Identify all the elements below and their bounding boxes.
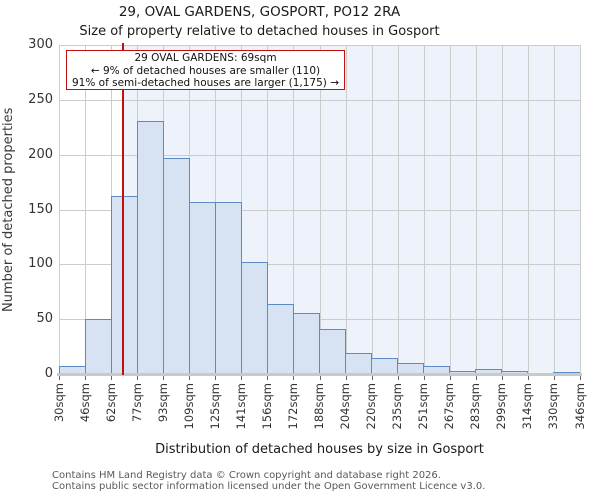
y-tick-label: 200 bbox=[28, 146, 53, 162]
x-tick-label: 251sqm bbox=[416, 383, 431, 430]
x-tick-mark bbox=[319, 375, 321, 380]
x-axis-title: Distribution of detached houses by size … bbox=[155, 442, 484, 457]
chart-subtitle: Size of property relative to detached ho… bbox=[79, 24, 440, 39]
y-tick-label: 50 bbox=[36, 311, 53, 327]
x-tick-mark bbox=[59, 375, 60, 380]
x-tick-label: 62sqm bbox=[103, 383, 118, 423]
footer-line-1: Contains HM Land Registry data © Crown c… bbox=[52, 470, 441, 481]
x-tick-mark bbox=[397, 375, 399, 380]
x-tick-label: 330sqm bbox=[546, 383, 561, 430]
x-tick-label: 188sqm bbox=[312, 383, 326, 430]
annotation-line-1: 29 OVAL GARDENS: 69sqm bbox=[134, 52, 277, 64]
histogram-bar bbox=[162, 157, 190, 374]
histogram-bar bbox=[423, 366, 451, 374]
marker-line bbox=[122, 43, 125, 375]
x-tick-mark bbox=[449, 375, 451, 380]
x-tick-label: 204sqm bbox=[338, 383, 353, 430]
x-tick-label: 314sqm bbox=[520, 383, 535, 430]
histogram-bar bbox=[214, 201, 242, 374]
y-tick-label: 250 bbox=[28, 91, 53, 107]
gridline-horizontal bbox=[59, 45, 580, 46]
x-tick-label: 93sqm bbox=[155, 383, 170, 423]
x-tick-label: 267sqm bbox=[442, 383, 457, 430]
gridline-horizontal bbox=[59, 209, 580, 211]
page-title: 29, OVAL GARDENS, GOSPORT, PO12 2RA bbox=[118, 4, 401, 20]
x-tick-mark bbox=[371, 375, 373, 380]
annotation-line-3: 91% of semi-detached houses are larger (… bbox=[71, 77, 339, 90]
histogram-bar bbox=[84, 319, 112, 374]
x-tick-mark bbox=[267, 375, 269, 380]
x-axis-line bbox=[57, 373, 582, 376]
x-tick-label: 299sqm bbox=[494, 383, 509, 430]
x-tick-label: 109sqm bbox=[181, 383, 196, 430]
y-tick-label: 100 bbox=[28, 256, 53, 272]
annotation-box: 29 OVAL GARDENS: 69sqm ← 9% of detached … bbox=[66, 50, 345, 90]
histogram-bar bbox=[319, 329, 347, 374]
gridline-vertical bbox=[580, 45, 581, 374]
x-tick-mark bbox=[293, 375, 295, 380]
y-tick-label: 0 bbox=[44, 366, 53, 381]
x-tick-mark bbox=[111, 375, 113, 380]
x-tick-mark bbox=[215, 375, 217, 380]
x-tick-label: 30sqm bbox=[51, 383, 66, 423]
histogram-bar bbox=[188, 201, 216, 374]
x-tick-mark bbox=[501, 375, 503, 380]
x-tick-label: 46sqm bbox=[77, 383, 92, 423]
gridline-horizontal bbox=[59, 154, 580, 156]
x-tick-mark bbox=[85, 375, 87, 380]
annotation-line-2: ← 9% of detached houses are smaller (110… bbox=[90, 64, 321, 77]
x-tick-label: 283sqm bbox=[468, 383, 483, 430]
histogram-bar bbox=[266, 303, 294, 374]
x-tick-mark bbox=[241, 375, 243, 380]
x-tick-label: 125sqm bbox=[207, 383, 222, 430]
footer: Contains HM Land Registry data © Crown c… bbox=[52, 470, 592, 492]
x-tick-label: 235sqm bbox=[390, 383, 405, 430]
y-tick-label: 150 bbox=[28, 201, 53, 217]
plot-area bbox=[57, 43, 582, 380]
histogram-bar bbox=[292, 312, 320, 374]
x-tick-mark bbox=[345, 375, 347, 380]
x-tick-label: 346sqm bbox=[572, 383, 587, 430]
x-tick-mark bbox=[580, 375, 581, 380]
x-tick-label: 77sqm bbox=[129, 383, 144, 423]
x-tick-mark bbox=[423, 375, 425, 380]
footer-line-2: Contains public sector information licen… bbox=[52, 480, 486, 492]
histogram-bar bbox=[553, 371, 581, 374]
histogram-bar bbox=[345, 353, 373, 374]
x-tick-label: 172sqm bbox=[285, 383, 300, 430]
x-tick-label: 156sqm bbox=[259, 383, 274, 430]
histogram-bar bbox=[501, 370, 529, 374]
gridline-horizontal bbox=[59, 99, 580, 101]
histogram-bar bbox=[240, 262, 268, 374]
x-tick-label: 141sqm bbox=[233, 383, 248, 430]
y-axis-title: Number of detached properties bbox=[1, 107, 16, 312]
y-tick-label: 300 bbox=[28, 37, 53, 52]
gridline-horizontal bbox=[59, 264, 580, 266]
x-tick-mark bbox=[163, 375, 165, 380]
x-tick-mark bbox=[553, 375, 555, 380]
x-tick-label: 220sqm bbox=[364, 383, 379, 430]
x-tick-mark bbox=[527, 375, 529, 380]
x-tick-mark bbox=[189, 375, 191, 380]
histogram-bar bbox=[371, 357, 399, 374]
histogram-bar bbox=[136, 120, 164, 374]
x-tick-mark bbox=[475, 375, 477, 380]
x-tick-mark bbox=[137, 375, 139, 380]
